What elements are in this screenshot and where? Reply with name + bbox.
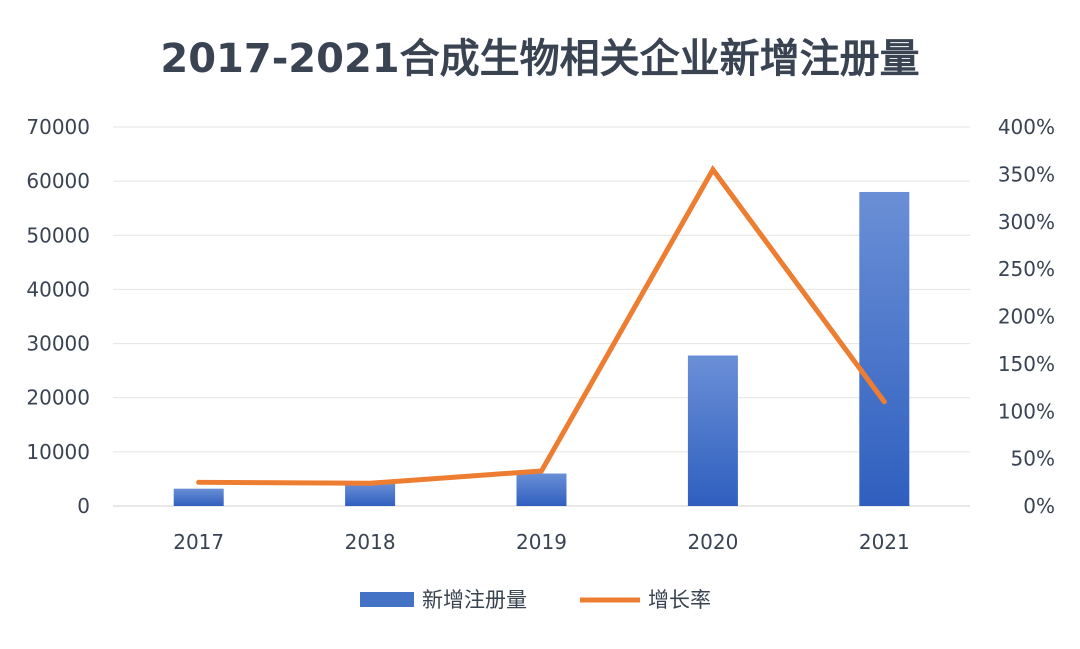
- bar-2019: [516, 473, 567, 506]
- bar-2021: [859, 191, 910, 506]
- chart-title: 2017-2021合成生物相关企业新增注册量: [160, 36, 919, 82]
- growth-rate-point-2019: [541, 470, 542, 472]
- x-tick-label: 2019: [516, 530, 567, 554]
- x-tick-label: 2020: [687, 530, 738, 554]
- right-y-axis: 0% 50% 100% 150% 200% 250% 300% 350% 400%: [998, 115, 1055, 518]
- x-axis: 2017 2018 2019 2020 2021: [173, 530, 910, 554]
- left-tick-label: 70000: [26, 115, 90, 139]
- left-tick-label: 40000: [26, 277, 90, 301]
- gridlines: [113, 126, 970, 507]
- right-tick-label: 0%: [1023, 494, 1055, 518]
- left-tick-label: 50000: [26, 223, 90, 247]
- x-tick-label: 2021: [859, 530, 910, 554]
- right-tick-label: 400%: [998, 115, 1055, 139]
- growth-rate-point-2017: [198, 481, 200, 483]
- left-y-axis: 0 10000 20000 30000 40000 50000 60000 70000: [26, 115, 90, 518]
- left-tick-label: 0: [77, 494, 90, 518]
- right-tick-label: 200%: [998, 305, 1055, 329]
- bar-series: [173, 191, 910, 506]
- left-tick-label: 30000: [26, 332, 90, 356]
- growth-rate-point-2021: [883, 401, 885, 403]
- growth-rate-point-2020: [712, 169, 714, 171]
- x-tick-label: 2018: [345, 530, 396, 554]
- legend: 新增注册量 增长率: [360, 588, 711, 612]
- right-tick-label: 350%: [998, 162, 1055, 186]
- legend-line-label: 增长率: [648, 588, 711, 612]
- left-tick-label: 10000: [26, 440, 90, 464]
- x-tick-label: 2017: [173, 530, 224, 554]
- line-series: [196, 165, 887, 486]
- growth-rate-line: [196, 165, 887, 486]
- left-tick-label: 20000: [26, 386, 90, 410]
- legend-bar-label: 新增注册量: [422, 588, 527, 612]
- right-tick-label: 250%: [998, 257, 1055, 281]
- left-tick-label: 60000: [26, 169, 90, 193]
- bar-2020: [687, 355, 738, 506]
- right-tick-label: 50%: [1011, 447, 1055, 471]
- right-tick-label: 150%: [998, 352, 1055, 376]
- bar-2017: [173, 488, 224, 506]
- growth-rate-point-2018: [369, 482, 371, 484]
- bar-2018: [345, 483, 396, 506]
- right-tick-label: 300%: [998, 210, 1055, 234]
- right-tick-label: 100%: [998, 399, 1055, 423]
- legend-bar-swatch: [360, 592, 414, 607]
